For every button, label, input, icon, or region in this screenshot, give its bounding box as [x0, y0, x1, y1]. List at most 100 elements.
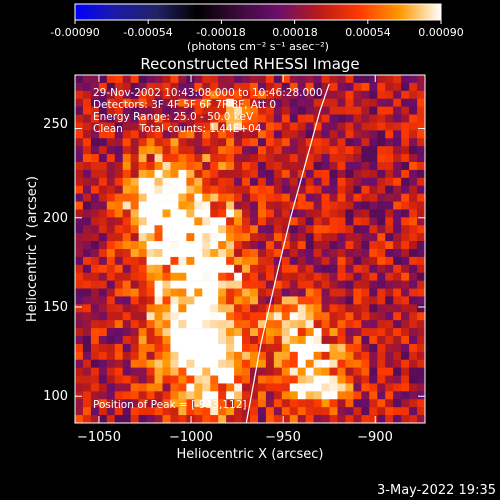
heatmap-cell	[210, 320, 219, 329]
heatmap-cell	[289, 185, 299, 194]
heatmap-cell	[369, 138, 378, 147]
heatmap-cell	[281, 193, 291, 202]
heatmap-cell	[98, 336, 108, 345]
heatmap-cell	[329, 75, 338, 84]
heatmap-cell	[122, 320, 131, 329]
heatmap-cell	[202, 343, 211, 353]
heatmap-cell	[98, 233, 108, 242]
heatmap-cell	[401, 367, 410, 376]
heatmap-cell	[281, 177, 291, 187]
heatmap-cell	[106, 185, 116, 194]
heatmap-cell	[305, 328, 314, 337]
heatmap-cell	[377, 225, 386, 234]
heatmap-cell	[242, 114, 251, 123]
heatmap-cell	[226, 177, 235, 187]
heatmap-cell	[417, 130, 426, 139]
heatmap-cell	[130, 201, 139, 210]
heatmap-cell	[265, 304, 275, 313]
heatmap-cell	[146, 162, 155, 171]
heatmap-cell	[281, 272, 291, 281]
heatmap-cell	[210, 399, 219, 408]
heatmap-cell	[178, 415, 187, 424]
heatmap-cell	[75, 249, 84, 258]
heatmap-cell	[321, 122, 330, 131]
heatmap-cell	[313, 415, 322, 424]
colorbar-ticks	[74, 20, 442, 24]
heatmap-cell	[289, 82, 299, 92]
heatmap-cell	[305, 383, 314, 392]
heatmap-cell	[401, 272, 410, 281]
heatmap-cell	[122, 343, 131, 353]
heatmap-cell	[409, 75, 418, 84]
heatmap-cell	[98, 169, 108, 179]
heatmap-cell	[337, 217, 346, 226]
heatmap-cell	[385, 90, 394, 100]
heatmap-cell	[297, 336, 306, 345]
heatmap-cell	[186, 201, 195, 210]
heatmap-cell	[210, 201, 219, 210]
heatmap-cell	[122, 130, 131, 139]
heatmap-cell	[138, 185, 147, 194]
annotation-clean-counts: Clean Total counts: 1.44E+04	[93, 123, 262, 135]
heatmap-cell	[186, 280, 195, 289]
heatmap-cell	[75, 169, 84, 179]
heatmap-cell	[194, 154, 203, 163]
heatmap-cell	[154, 193, 163, 202]
heatmap-cell	[186, 114, 195, 123]
heatmap-cell	[250, 280, 259, 289]
heatmap-cell	[313, 146, 322, 155]
heatmap-cell	[385, 162, 394, 171]
heatmap-cell	[146, 272, 155, 281]
heatmap-cell	[234, 312, 243, 321]
heatmap-cell	[82, 288, 92, 297]
heatmap-cell	[401, 122, 410, 131]
heatmap-cell	[265, 343, 275, 353]
heatmap-cell	[210, 217, 219, 226]
heatmap-cell	[106, 233, 116, 242]
heatmap-cell	[273, 162, 283, 171]
heatmap-cell	[265, 367, 275, 376]
heatmap-cell	[234, 169, 243, 179]
heatmap-cell	[98, 296, 108, 305]
heatmap-cell	[265, 280, 275, 289]
heatmap-cell	[178, 375, 187, 384]
heatmap-cell	[265, 241, 275, 250]
heatmap-cell	[250, 391, 259, 400]
heatmap-cell	[106, 351, 116, 361]
heatmap-cell	[114, 217, 124, 226]
heatmap-cell	[250, 336, 259, 345]
heatmap-cell	[289, 162, 299, 171]
heatmap-cell	[154, 280, 163, 289]
heatmap-cell	[146, 351, 155, 361]
heatmap-cell	[273, 359, 283, 368]
heatmap-cell	[146, 122, 155, 131]
heatmap-cell	[321, 130, 330, 139]
heatmap-cell	[321, 407, 330, 416]
heatmap-cell	[369, 146, 378, 155]
heatmap-cell	[138, 177, 147, 187]
heatmap-cell	[377, 312, 386, 321]
heatmap-cell	[273, 114, 283, 123]
heatmap-cell	[130, 193, 139, 202]
heatmap-cell	[417, 336, 426, 345]
heatmap-cell	[242, 367, 251, 376]
heatmap-cell	[345, 146, 354, 155]
heatmap-cell	[146, 75, 155, 84]
heatmap-cell	[369, 233, 378, 242]
heatmap-cell	[393, 351, 402, 361]
heatmap-cell	[146, 264, 155, 274]
heatmap-cell	[210, 264, 219, 274]
heatmap-cell	[154, 146, 163, 155]
heatmap-cell	[242, 280, 251, 289]
heatmap-cell	[401, 98, 410, 107]
heatmap-cell	[361, 209, 370, 218]
heatmap-cell	[385, 106, 394, 115]
heatmap-cell	[226, 106, 235, 115]
heatmap-cell	[417, 328, 426, 337]
heatmap-cell	[82, 146, 92, 155]
heatmap-cell	[281, 146, 291, 155]
heatmap-cell	[146, 138, 155, 147]
heatmap-cell	[98, 415, 108, 424]
heatmap-cell	[90, 138, 100, 147]
